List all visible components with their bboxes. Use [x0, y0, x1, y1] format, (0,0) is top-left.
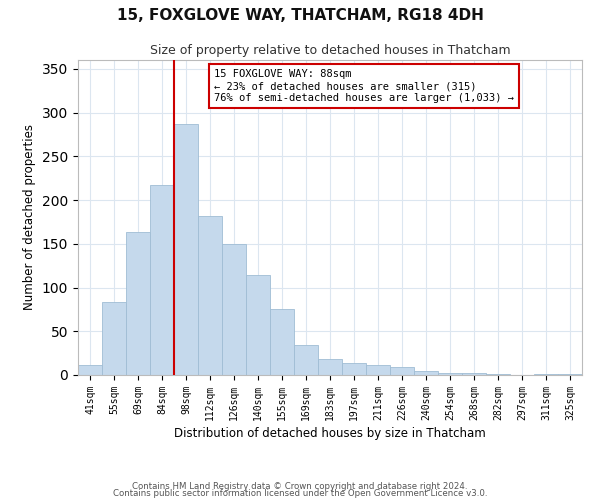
Bar	[294, 345, 318, 375]
Bar	[150, 185, 174, 375]
Bar	[534, 374, 558, 375]
Bar	[78, 366, 102, 375]
Bar	[366, 364, 390, 375]
Bar	[486, 374, 510, 375]
Bar	[270, 310, 294, 375]
Bar	[558, 374, 582, 375]
Bar	[414, 370, 438, 375]
Bar	[198, 216, 222, 375]
Bar	[102, 302, 126, 375]
Text: Contains public sector information licensed under the Open Government Licence v3: Contains public sector information licen…	[113, 490, 487, 498]
Text: 15 FOXGLOVE WAY: 88sqm
← 23% of detached houses are smaller (315)
76% of semi-de: 15 FOXGLOVE WAY: 88sqm ← 23% of detached…	[214, 70, 514, 102]
Bar	[462, 373, 486, 375]
Bar	[174, 124, 198, 375]
X-axis label: Distribution of detached houses by size in Thatcham: Distribution of detached houses by size …	[174, 427, 486, 440]
Bar	[342, 363, 366, 375]
Bar	[126, 232, 150, 375]
Bar	[390, 367, 414, 375]
Bar	[246, 275, 270, 375]
Bar	[318, 359, 342, 375]
Bar	[438, 373, 462, 375]
Title: Size of property relative to detached houses in Thatcham: Size of property relative to detached ho…	[149, 44, 511, 58]
Y-axis label: Number of detached properties: Number of detached properties	[23, 124, 37, 310]
Text: Contains HM Land Registry data © Crown copyright and database right 2024.: Contains HM Land Registry data © Crown c…	[132, 482, 468, 491]
Bar	[222, 244, 246, 375]
Text: 15, FOXGLOVE WAY, THATCHAM, RG18 4DH: 15, FOXGLOVE WAY, THATCHAM, RG18 4DH	[116, 8, 484, 22]
